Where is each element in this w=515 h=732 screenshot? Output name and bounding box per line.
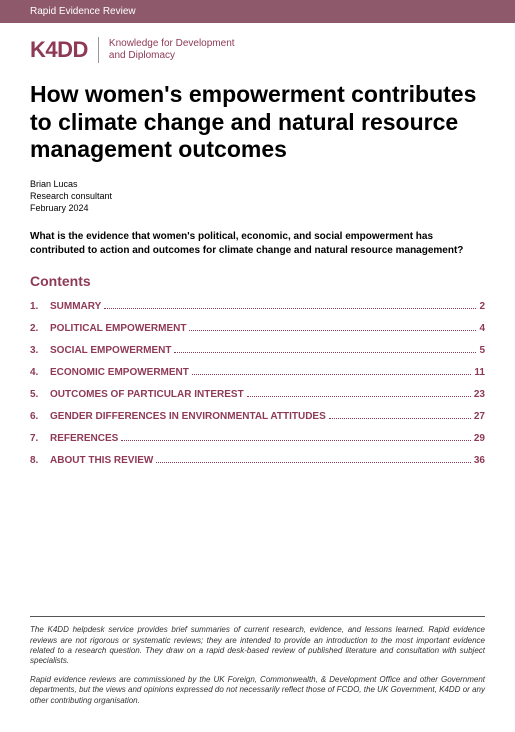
toc-entry[interactable]: 6.GENDER DIFFERENCES IN ENVIRONMENTAL AT…	[30, 411, 485, 422]
table-of-contents: 1.SUMMARY 2 2.POLITICAL EMPOWERMENT 4 3.SO…	[30, 301, 485, 466]
brand-tagline-line2: and Diplomacy	[109, 50, 235, 63]
brand-tagline: Knowledge for Development and Diplomacy	[109, 38, 235, 63]
research-question: What is the evidence that women's politi…	[30, 230, 485, 257]
disclaimer-paragraph-1: The K4DD helpdesk service provides brief…	[30, 625, 485, 667]
toc-number: 8.	[30, 455, 50, 466]
toc-leader-dots	[156, 462, 471, 463]
toc-page: 29	[474, 433, 485, 444]
author-role: Research consultant	[30, 190, 485, 202]
toc-page: 23	[474, 389, 485, 400]
toc-label: OUTCOMES OF PARTICULAR INTEREST	[50, 389, 244, 400]
toc-entry[interactable]: 4.ECONOMIC EMPOWERMENT 11	[30, 367, 485, 378]
toc-leader-dots	[121, 440, 471, 441]
toc-page: 2	[479, 301, 485, 312]
toc-entry[interactable]: 7.REFERENCES 29	[30, 433, 485, 444]
toc-number: 1.	[30, 301, 50, 312]
document-title: How women's empowerment contributes to c…	[30, 81, 485, 164]
toc-leader-dots	[174, 352, 476, 353]
toc-label: GENDER DIFFERENCES IN ENVIRONMENTAL ATTI…	[50, 411, 326, 422]
toc-leader-dots	[329, 418, 471, 419]
toc-number: 4.	[30, 367, 50, 378]
toc-number: 2.	[30, 323, 50, 334]
toc-label: ABOUT THIS REVIEW	[50, 455, 153, 466]
series-header-bar: Rapid Evidence Review	[0, 0, 515, 23]
toc-entry[interactable]: 5.OUTCOMES OF PARTICULAR INTEREST 23	[30, 389, 485, 400]
toc-leader-dots	[192, 374, 472, 375]
toc-number: 6.	[30, 411, 50, 422]
toc-page: 5	[479, 345, 485, 356]
brand-tagline-line1: Knowledge for Development	[109, 38, 235, 51]
page-body: K4DD Knowledge for Development and Diplo…	[0, 23, 515, 466]
toc-entry[interactable]: 3.SOCIAL EMPOWERMENT 5	[30, 345, 485, 356]
toc-label: SUMMARY	[50, 301, 101, 312]
toc-number: 7.	[30, 433, 50, 444]
toc-label: REFERENCES	[50, 433, 118, 444]
brand-row: K4DD Knowledge for Development and Diplo…	[30, 37, 485, 63]
series-label: Rapid Evidence Review	[30, 6, 136, 17]
author-name: Brian Lucas	[30, 178, 485, 190]
publish-date: February 2024	[30, 202, 485, 214]
disclaimer-paragraph-2: Rapid evidence reviews are commissioned …	[30, 675, 485, 706]
toc-page: 27	[474, 411, 485, 422]
author-block: Brian Lucas Research consultant February…	[30, 178, 485, 214]
brand-mark: K4DD	[30, 37, 99, 63]
toc-page: 36	[474, 455, 485, 466]
toc-label: ECONOMIC EMPOWERMENT	[50, 367, 189, 378]
toc-label: SOCIAL EMPOWERMENT	[50, 345, 171, 356]
toc-page: 11	[474, 367, 485, 378]
toc-entry[interactable]: 1.SUMMARY 2	[30, 301, 485, 312]
toc-page: 4	[479, 323, 485, 334]
contents-heading: Contents	[30, 273, 485, 289]
toc-entry[interactable]: 8.ABOUT THIS REVIEW 36	[30, 455, 485, 466]
toc-leader-dots	[247, 396, 471, 397]
toc-number: 5.	[30, 389, 50, 400]
toc-label: POLITICAL EMPOWERMENT	[50, 323, 186, 334]
disclaimer-footer: The K4DD helpdesk service provides brief…	[30, 616, 485, 714]
toc-leader-dots	[104, 308, 476, 309]
toc-number: 3.	[30, 345, 50, 356]
toc-entry[interactable]: 2.POLITICAL EMPOWERMENT 4	[30, 323, 485, 334]
toc-leader-dots	[189, 330, 476, 331]
